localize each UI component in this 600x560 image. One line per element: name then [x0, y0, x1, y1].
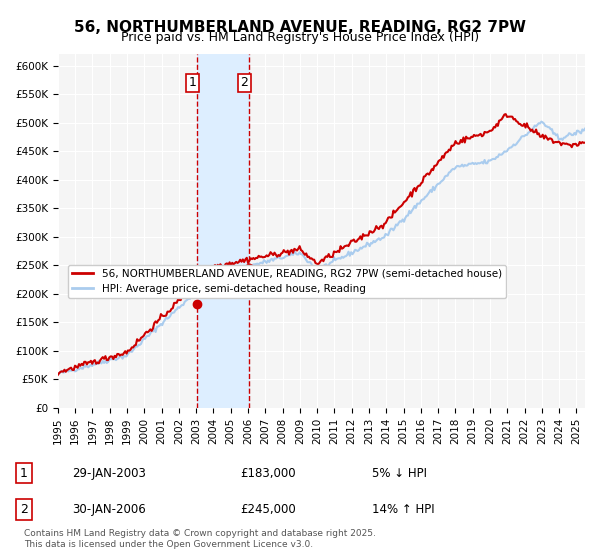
Text: Contains HM Land Registry data © Crown copyright and database right 2025.
This d: Contains HM Land Registry data © Crown c…: [24, 529, 376, 549]
Text: 1: 1: [20, 466, 28, 480]
Bar: [197, 54, 250, 408]
Text: 2: 2: [20, 503, 28, 516]
Text: £245,000: £245,000: [240, 503, 296, 516]
Text: 1: 1: [188, 76, 196, 89]
Legend: 56, NORTHUMBERLAND AVENUE, READING, RG2 7PW (semi-detached house), HPI: Average : 56, NORTHUMBERLAND AVENUE, READING, RG2 …: [68, 264, 506, 298]
Text: 29-JAN-2003: 29-JAN-2003: [72, 466, 146, 480]
Text: Price paid vs. HM Land Registry's House Price Index (HPI): Price paid vs. HM Land Registry's House …: [121, 31, 479, 44]
Text: £183,000: £183,000: [240, 466, 296, 480]
Text: 5% ↓ HPI: 5% ↓ HPI: [372, 466, 427, 480]
Text: 14% ↑ HPI: 14% ↑ HPI: [372, 503, 434, 516]
Text: 2: 2: [240, 76, 248, 89]
Text: 56, NORTHUMBERLAND AVENUE, READING, RG2 7PW: 56, NORTHUMBERLAND AVENUE, READING, RG2 …: [74, 20, 526, 35]
Text: 30-JAN-2006: 30-JAN-2006: [72, 503, 146, 516]
